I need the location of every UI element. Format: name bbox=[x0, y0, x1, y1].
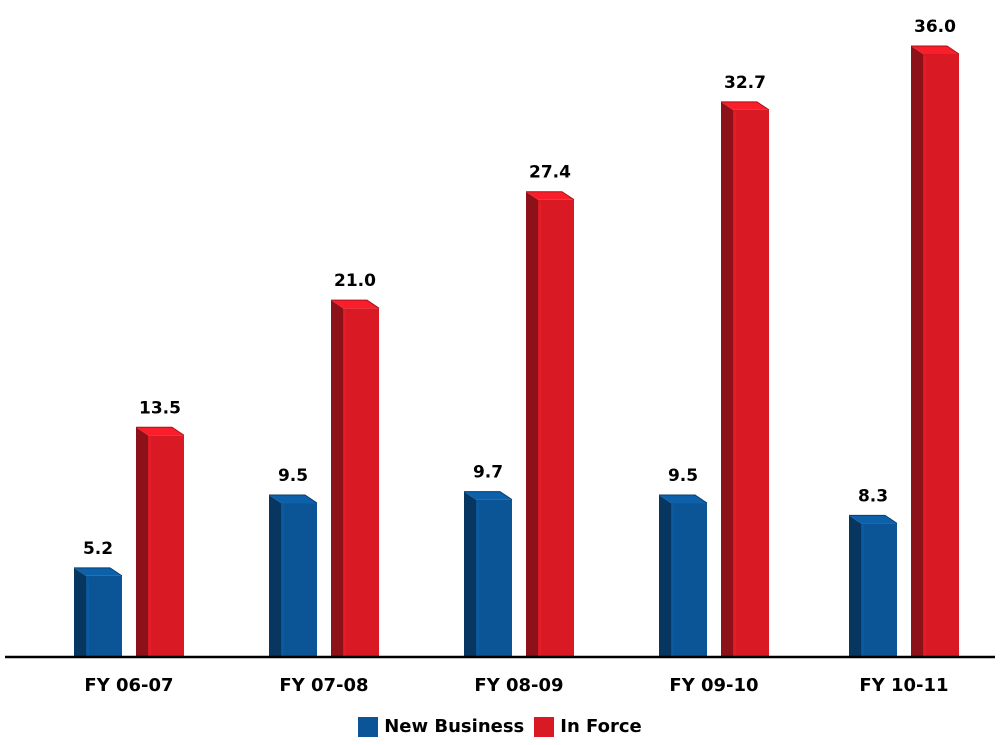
value-label-in-force: 27.4 bbox=[529, 163, 571, 183]
bar-front bbox=[86, 575, 122, 656]
bar-side bbox=[849, 515, 861, 656]
value-label-new-business: 5.2 bbox=[83, 539, 113, 559]
value-label-in-force: 21.0 bbox=[334, 271, 376, 291]
bar-top bbox=[331, 300, 379, 309]
bar-side bbox=[331, 300, 343, 656]
bar-side bbox=[526, 191, 538, 656]
bar-new-business bbox=[659, 494, 708, 656]
legend-swatch-in-force bbox=[534, 716, 555, 737]
bar-front bbox=[538, 199, 574, 656]
bar-side bbox=[911, 46, 923, 656]
bar-top bbox=[911, 46, 959, 54]
bar-top-edge bbox=[74, 567, 123, 577]
bar-side bbox=[721, 101, 733, 656]
labels-layer: 5.2 13.5 FY 06-07 9.5 21.0 FY 07-08 9.7 27.4 FY … bbox=[83, 17, 956, 696]
bar-side bbox=[74, 567, 86, 656]
bar-front bbox=[148, 435, 184, 656]
value-label-in-force: 32.7 bbox=[724, 73, 766, 93]
legend-item-new-business: New Business bbox=[358, 716, 524, 737]
legend-label-new-business: New Business bbox=[384, 716, 525, 737]
category-label: FY 07-08 bbox=[279, 675, 368, 696]
bar-in-force bbox=[721, 101, 770, 656]
category-label: FY 09-10 bbox=[669, 675, 758, 696]
bar-top bbox=[849, 515, 897, 524]
bar-top-edge bbox=[526, 191, 575, 201]
bar-top-edge bbox=[849, 514, 898, 524]
bar-top-edge bbox=[331, 299, 380, 309]
bar-front bbox=[281, 503, 317, 656]
bar-new-business bbox=[464, 491, 513, 656]
bar-top bbox=[269, 495, 317, 504]
bar-top bbox=[721, 101, 769, 110]
category-label: FY 06-07 bbox=[84, 675, 173, 696]
bar-side bbox=[269, 495, 281, 656]
legend-item-in-force: In Force bbox=[534, 716, 642, 737]
bar-top-edge bbox=[269, 494, 318, 504]
bar-side bbox=[659, 495, 671, 656]
bar-front bbox=[861, 523, 897, 656]
bar-side bbox=[136, 427, 148, 656]
bar-front bbox=[733, 109, 769, 656]
bar-in-force bbox=[136, 426, 185, 656]
bar-in-force bbox=[526, 191, 575, 656]
bar-front bbox=[923, 54, 959, 656]
bar-top bbox=[526, 191, 574, 200]
value-label-new-business: 8.3 bbox=[858, 486, 888, 506]
bar-top bbox=[74, 567, 122, 576]
bar-top bbox=[659, 495, 707, 504]
value-label-in-force: 13.5 bbox=[139, 398, 181, 418]
bar-front bbox=[476, 499, 512, 656]
bar-new-business bbox=[849, 514, 898, 656]
legend-swatch-new-business bbox=[358, 716, 379, 737]
category-label: FY 10-11 bbox=[859, 675, 948, 696]
bar-top-edge bbox=[659, 494, 708, 504]
value-label-new-business: 9.7 bbox=[473, 463, 503, 483]
bars-layer bbox=[74, 45, 960, 656]
legend-label-in-force: In Force bbox=[560, 716, 642, 737]
value-label-new-business: 9.5 bbox=[278, 466, 308, 486]
bar-top-edge bbox=[721, 101, 770, 111]
bar-new-business bbox=[269, 494, 318, 656]
value-label-new-business: 9.5 bbox=[668, 466, 698, 486]
bar-in-force bbox=[331, 299, 380, 656]
bar-front bbox=[671, 503, 707, 656]
bar-top-edge bbox=[911, 45, 960, 55]
category-label: FY 08-09 bbox=[474, 675, 563, 696]
bar-top bbox=[464, 491, 512, 500]
bar-top-edge bbox=[464, 491, 513, 501]
bar-front bbox=[343, 308, 379, 656]
bar-top bbox=[136, 427, 184, 436]
legend: New Business In Force bbox=[0, 716, 1000, 737]
bar-in-force bbox=[911, 45, 960, 656]
value-label-in-force: 36.0 bbox=[914, 17, 956, 37]
bar-side bbox=[464, 491, 476, 656]
bar-top-edge bbox=[136, 426, 185, 436]
bar-new-business bbox=[74, 567, 123, 656]
